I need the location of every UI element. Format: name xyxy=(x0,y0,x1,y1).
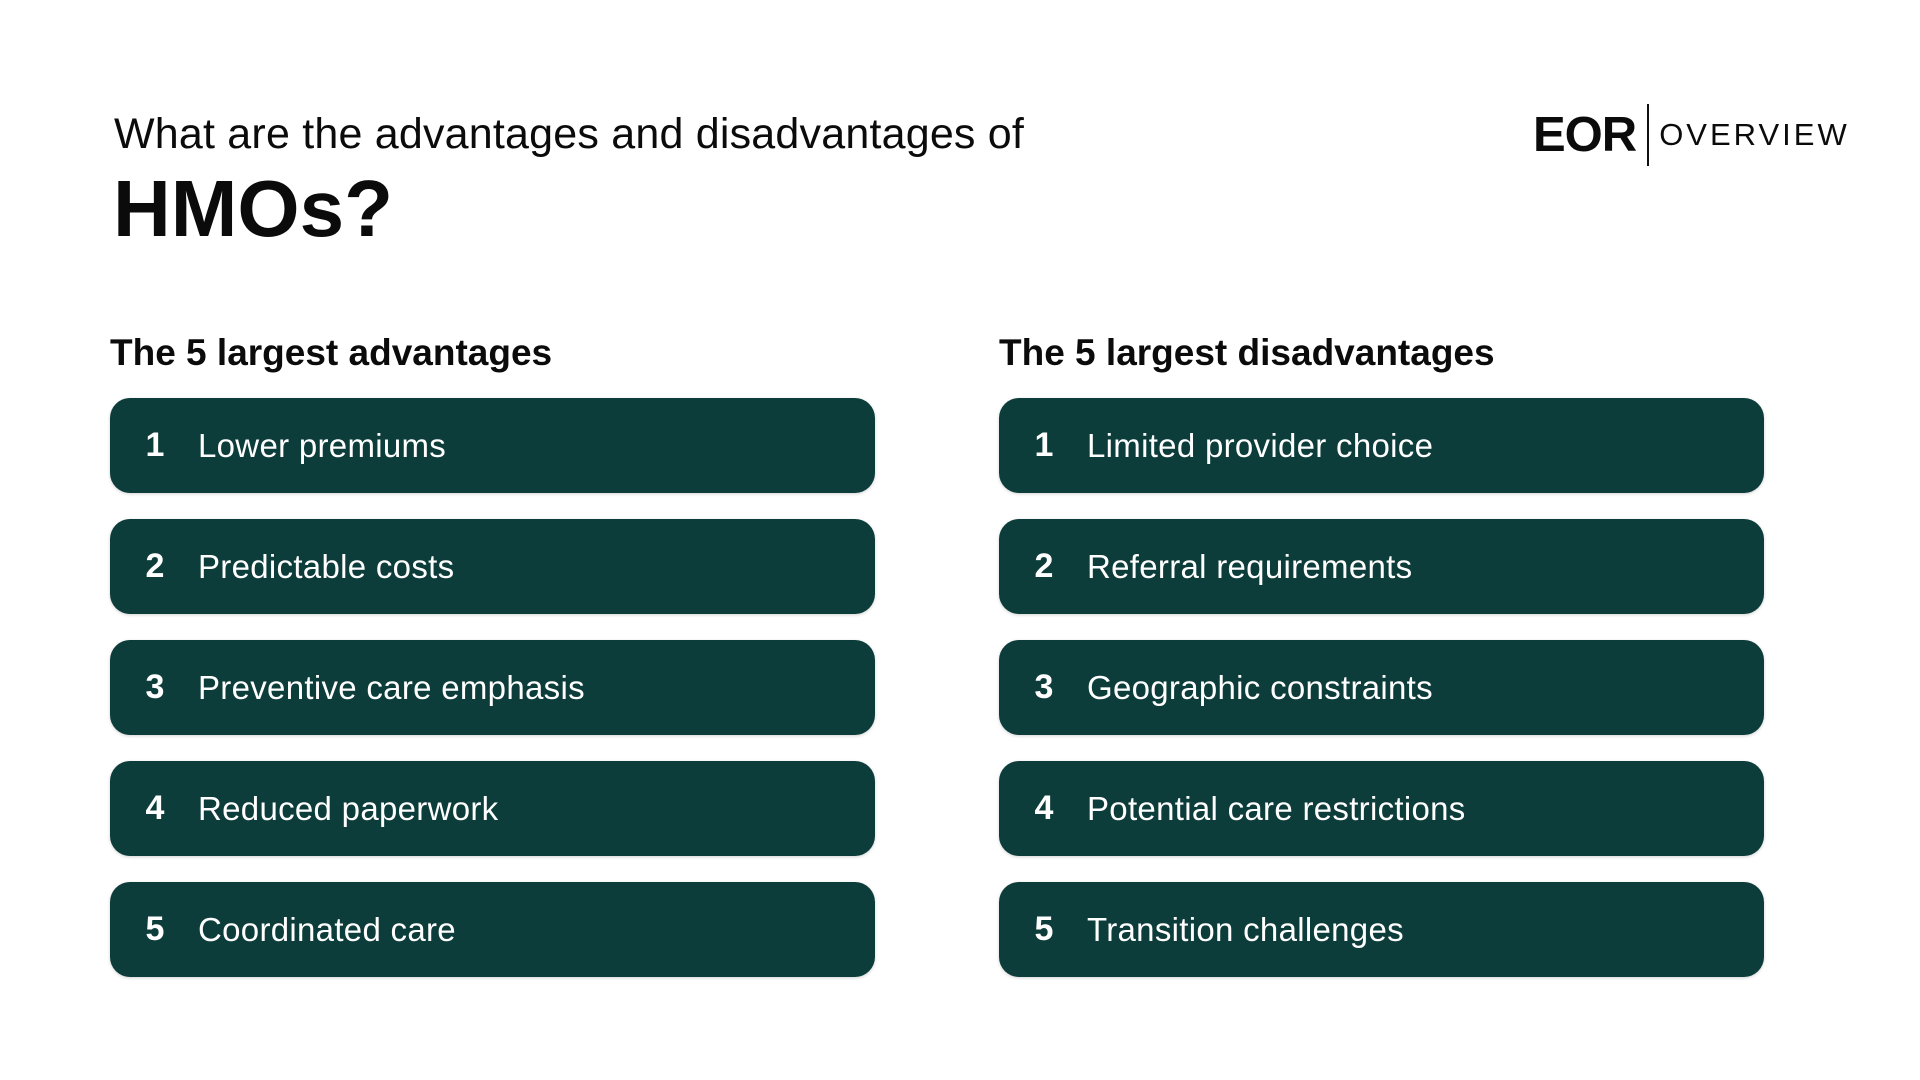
disadvantage-item: 5 Transition challenges xyxy=(999,882,1764,977)
item-number: 2 xyxy=(1034,547,1054,585)
disadvantages-list: 1 Limited provider choice 2 Referral req… xyxy=(999,398,1764,977)
advantage-item: 3 Preventive care emphasis xyxy=(110,640,875,735)
logo-mark: EOR xyxy=(1533,108,1637,162)
item-label: Potential care restrictions xyxy=(1087,789,1466,827)
advantages-column: The 5 largest advantages 1 Lower premium… xyxy=(110,328,875,1003)
item-number: 5 xyxy=(1034,910,1054,948)
logo-divider xyxy=(1647,104,1650,166)
item-label: Lower premiums xyxy=(198,426,447,464)
item-label: Transition challenges xyxy=(1087,910,1404,948)
disadvantages-heading: The 5 largest disadvantages xyxy=(999,332,1495,373)
brand-logo: EOR OVERVIEW xyxy=(1533,104,1850,166)
disadvantage-item: 1 Limited provider choice xyxy=(999,398,1764,493)
logo-wordmark: OVERVIEW xyxy=(1659,117,1850,152)
advantage-item: 2 Predictable costs xyxy=(110,519,875,614)
item-number: 2 xyxy=(145,547,165,585)
item-label: Referral requirements xyxy=(1087,547,1413,585)
item-label: Reduced paperwork xyxy=(198,789,499,827)
item-number: 1 xyxy=(1034,426,1054,464)
page-subtitle: What are the advantages and disadvantage… xyxy=(114,110,1025,158)
advantage-item: 1 Lower premiums xyxy=(110,398,875,493)
item-number: 4 xyxy=(145,789,165,827)
page-title: HMOs? xyxy=(113,164,393,253)
item-number: 5 xyxy=(145,910,165,948)
item-number: 3 xyxy=(1034,668,1054,706)
advantage-item: 5 Coordinated care xyxy=(110,882,875,977)
item-label: Geographic constraints xyxy=(1087,668,1433,706)
item-label: Predictable costs xyxy=(198,547,455,585)
item-label: Coordinated care xyxy=(198,910,456,948)
item-label: Preventive care emphasis xyxy=(198,668,585,706)
item-number: 1 xyxy=(145,426,165,464)
item-number: 3 xyxy=(145,668,165,706)
item-number: 4 xyxy=(1034,789,1054,827)
item-label: Limited provider choice xyxy=(1087,426,1434,464)
disadvantage-item: 2 Referral requirements xyxy=(999,519,1764,614)
advantage-item: 4 Reduced paperwork xyxy=(110,761,875,856)
disadvantage-item: 4 Potential care restrictions xyxy=(999,761,1764,856)
disadvantage-item: 3 Geographic constraints xyxy=(999,640,1764,735)
advantages-heading: The 5 largest advantages xyxy=(110,332,553,373)
disadvantages-column: The 5 largest disadvantages 1 Limited pr… xyxy=(999,328,1764,1003)
advantages-list: 1 Lower premiums 2 Predictable costs 3 P… xyxy=(110,398,875,977)
